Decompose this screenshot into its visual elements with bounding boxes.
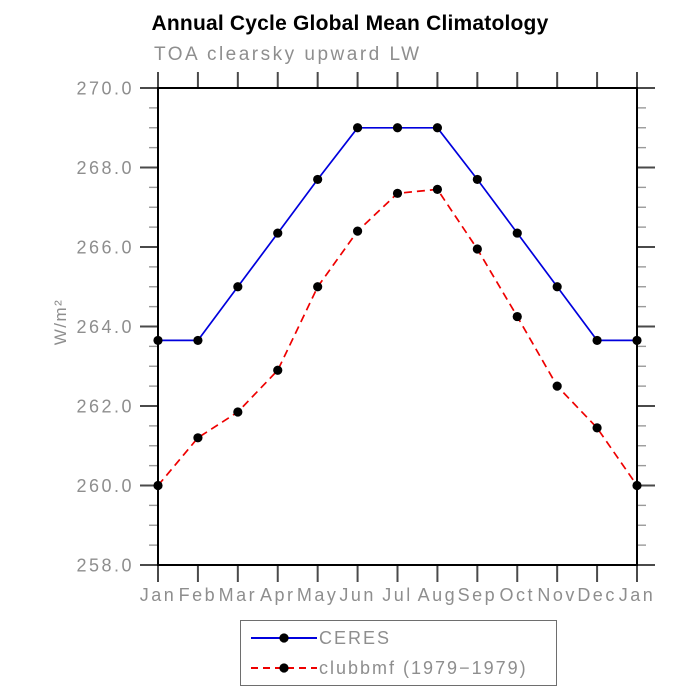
data-point-marker bbox=[392, 188, 403, 198]
data-point-marker bbox=[592, 423, 602, 433]
legend: CERES clubbmf (1979−1979) bbox=[240, 620, 557, 686]
legend-marker-icon bbox=[279, 633, 289, 643]
data-point-marker bbox=[512, 311, 522, 322]
data-point-marker bbox=[472, 244, 482, 254]
x-tick-label: Mar bbox=[219, 585, 258, 605]
legend-line-sample-solid-icon bbox=[251, 633, 317, 643]
data-point-marker bbox=[552, 381, 562, 391]
y-tick-label: 268.0 bbox=[76, 158, 134, 178]
data-point-marker bbox=[432, 184, 443, 194]
series-clubbmf bbox=[153, 184, 642, 491]
data-point-marker bbox=[392, 123, 403, 133]
y-tick-label: 262.0 bbox=[76, 397, 134, 417]
data-point-marker bbox=[552, 282, 562, 292]
data-point-marker bbox=[313, 282, 323, 292]
data-point-marker bbox=[193, 335, 203, 346]
data-point-marker bbox=[273, 365, 283, 375]
series-ceres bbox=[153, 123, 642, 346]
data-point-marker bbox=[632, 480, 642, 491]
series-line bbox=[157, 188, 638, 487]
chart-subtitle: TOA clearsky upward LW bbox=[154, 44, 422, 65]
legend-item-ceres: CERES bbox=[250, 625, 556, 652]
data-point-marker bbox=[313, 174, 323, 185]
data-point-marker bbox=[233, 282, 243, 292]
x-tick-label: Oct bbox=[499, 585, 535, 605]
data-point-marker bbox=[352, 123, 363, 133]
legend-label-ceres: CERES bbox=[319, 627, 392, 648]
legend-marker-icon bbox=[279, 663, 289, 673]
x-tick-label: Jun bbox=[339, 585, 376, 605]
data-point-marker bbox=[193, 433, 203, 443]
data-point-marker bbox=[153, 480, 163, 491]
x-tick-label: Dec bbox=[577, 585, 617, 605]
y-tick-label: 258.0 bbox=[76, 556, 134, 576]
x-tick-label: Jan bbox=[619, 585, 656, 605]
plot-frame bbox=[157, 87, 638, 566]
data-point-marker bbox=[273, 228, 283, 238]
x-tick-label: Aug bbox=[418, 585, 458, 605]
data-point-marker bbox=[512, 228, 522, 238]
data-point-marker bbox=[632, 335, 642, 346]
legend-item-clubbmf: clubbmf (1979−1979) bbox=[250, 655, 556, 682]
x-tick-label: May bbox=[297, 585, 339, 605]
data-point-marker bbox=[592, 335, 602, 346]
data-point-marker bbox=[352, 226, 363, 236]
chart-title: Annual Cycle Global Mean Climatology bbox=[151, 12, 549, 35]
series-line bbox=[158, 126, 637, 342]
x-tick-label: Jan bbox=[140, 585, 177, 605]
series-layer bbox=[153, 123, 642, 491]
y-tick-label: 260.0 bbox=[76, 476, 134, 496]
y-axis-label: W/m² bbox=[51, 299, 70, 346]
y-tick-label: 266.0 bbox=[76, 238, 134, 258]
x-tick-label: Jul bbox=[382, 585, 413, 605]
data-point-marker bbox=[432, 123, 443, 133]
data-point-marker bbox=[472, 174, 482, 185]
data-point-marker bbox=[233, 407, 243, 417]
x-tick-label: Feb bbox=[179, 585, 218, 605]
legend-line-sample-dashed-icon bbox=[251, 663, 317, 673]
y-tick-label: 270.0 bbox=[76, 79, 134, 99]
x-tick-label: Apr bbox=[260, 585, 296, 605]
y-tick-label: 264.0 bbox=[76, 317, 134, 337]
x-tick-label: Nov bbox=[537, 585, 577, 605]
axis-ticks bbox=[140, 72, 655, 582]
x-tick-label: Sep bbox=[458, 585, 498, 605]
legend-label-clubbmf: clubbmf (1979−1979) bbox=[319, 657, 528, 678]
data-point-marker bbox=[153, 335, 163, 346]
